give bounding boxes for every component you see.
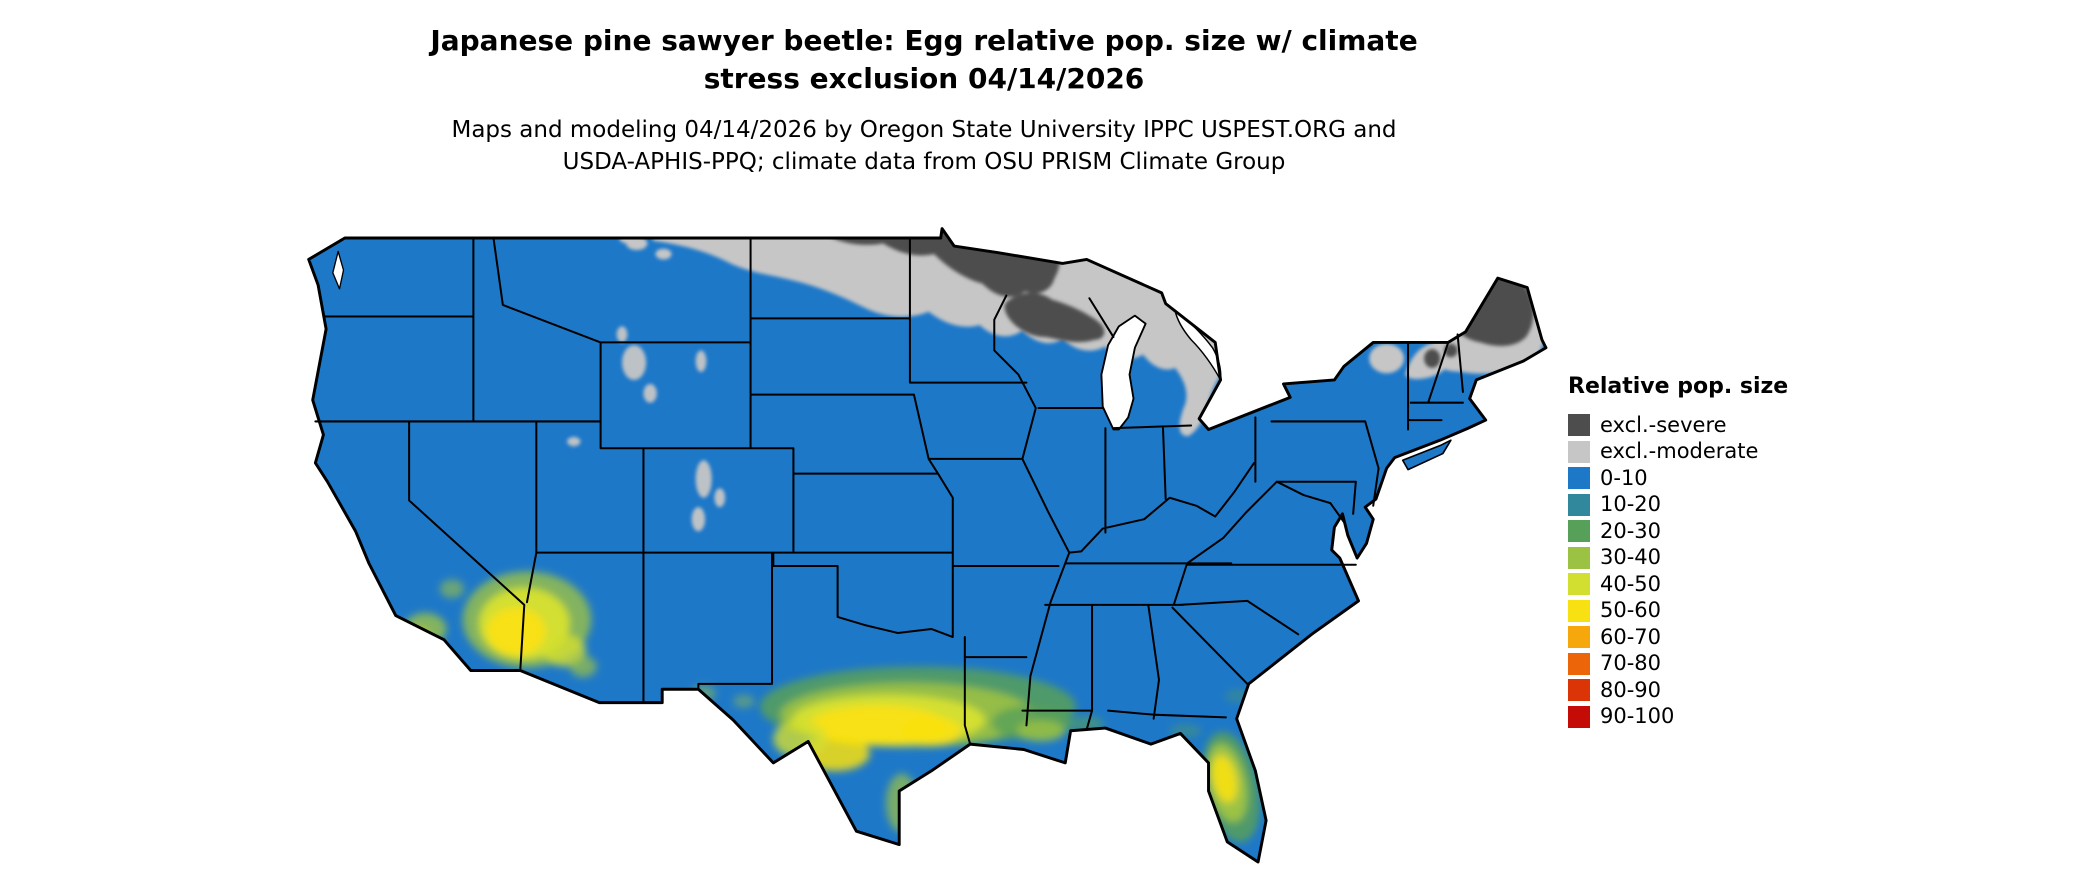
rockies-exclusion-speckles xyxy=(567,326,726,532)
subtitle-line-2: USDA-APHIS-PPQ; climate data from OSU PR… xyxy=(562,149,1286,176)
legend-item: 30-40 xyxy=(1568,545,1828,572)
legend-label: 90-100 xyxy=(1600,704,1675,729)
state-borders xyxy=(314,236,1464,746)
long-island xyxy=(1401,439,1452,471)
legend-swatch xyxy=(1568,705,1590,728)
legend-label: 20-30 xyxy=(1600,518,1662,543)
legend-swatch xyxy=(1568,493,1590,516)
legend-item: 40-50 xyxy=(1568,571,1828,598)
legend-label: 80-90 xyxy=(1600,677,1662,702)
legend-label: 0-10 xyxy=(1600,465,1648,490)
legend-item: 80-90 xyxy=(1568,677,1828,704)
legend-item: excl.-moderate xyxy=(1568,439,1828,466)
legend-swatch xyxy=(1568,652,1590,675)
legend-item: 90-100 xyxy=(1568,704,1828,731)
legend-item: 70-80 xyxy=(1568,651,1828,678)
map-header: Japanese pine sawyer beetle: Egg relativ… xyxy=(0,22,1848,179)
legend-swatch xyxy=(1568,440,1590,463)
us-map-container xyxy=(302,224,1554,884)
legend: Relative pop. size excl.-severe excl.-mod… xyxy=(1568,376,1828,730)
page-title: Japanese pine sawyer beetle: Egg relativ… xyxy=(0,22,1848,98)
legend-item: 60-70 xyxy=(1568,624,1828,651)
hotspot-arizona xyxy=(439,571,597,678)
puget-sound xyxy=(332,250,345,290)
subtitle-line-1: Maps and modeling 04/14/2026 by Oregon S… xyxy=(451,116,1397,143)
legend-label: 50-60 xyxy=(1600,598,1662,623)
legend-label: 60-70 xyxy=(1600,624,1662,649)
legend-label: excl.-moderate xyxy=(1600,439,1759,464)
legend-title: Relative pop. size xyxy=(1568,374,1789,399)
legend-items: excl.-severe excl.-moderate 0-10 10-20 20-30… xyxy=(1568,412,1828,730)
legend-item: 50-60 xyxy=(1568,598,1828,625)
lake-michigan xyxy=(1100,314,1147,431)
map-subtitle: Maps and modeling 04/14/2026 by Oregon S… xyxy=(0,114,1848,179)
legend-swatch xyxy=(1568,546,1590,569)
legend-swatch xyxy=(1568,520,1590,543)
legend-label: 10-20 xyxy=(1600,492,1662,517)
title-line-2: stress exclusion 04/14/2026 xyxy=(703,61,1145,95)
legend-label: excl.-severe xyxy=(1600,412,1727,437)
base-fill-0-10 xyxy=(308,228,1546,862)
us-map xyxy=(307,227,1548,864)
us-outline xyxy=(307,227,1548,864)
legend-swatch xyxy=(1568,626,1590,649)
legend-swatch xyxy=(1568,599,1590,622)
legend-swatch xyxy=(1568,414,1590,437)
lakes xyxy=(332,250,1222,431)
legend-label: 70-80 xyxy=(1600,651,1662,676)
title-line-1: Japanese pine sawyer beetle: Egg relativ… xyxy=(430,24,1418,57)
legend-swatch xyxy=(1568,467,1590,490)
legend-item: 0-10 xyxy=(1568,465,1828,492)
legend-item: 10-20 xyxy=(1568,492,1828,519)
legend-swatch xyxy=(1568,573,1590,596)
legend-item: excl.-severe xyxy=(1568,412,1828,439)
legend-item: 20-30 xyxy=(1568,518,1828,545)
legend-swatch xyxy=(1568,679,1590,702)
legend-label: 40-50 xyxy=(1600,571,1662,596)
legend-label: 30-40 xyxy=(1600,545,1662,570)
